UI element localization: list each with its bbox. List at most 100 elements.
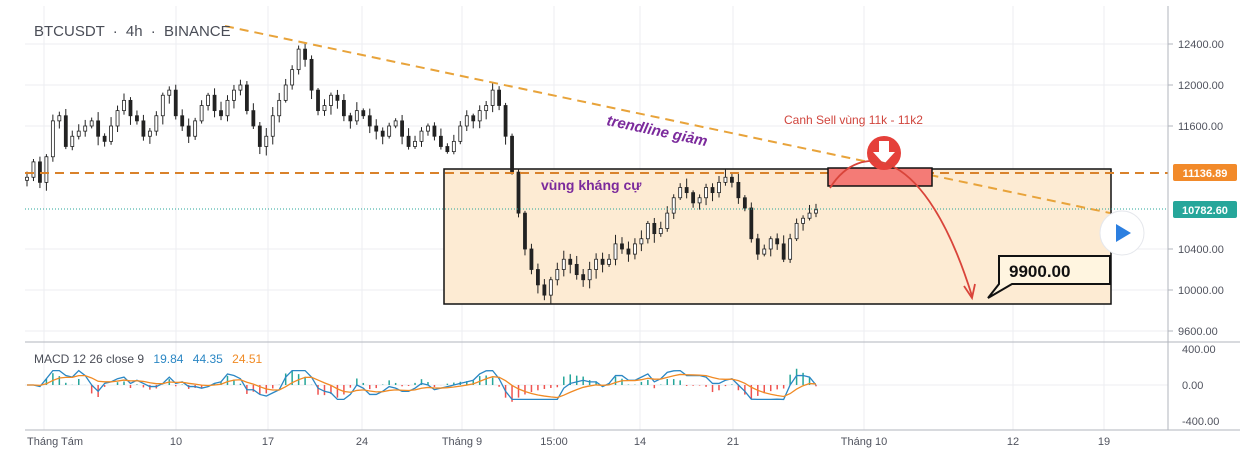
candle-body-5 [57,115,62,122]
candle-body-90 [607,258,611,265]
candle-body-117 [781,243,786,260]
x-tick-label-7: 21 [727,436,739,448]
candle-body-106 [710,187,715,194]
candle-body-9 [83,125,88,132]
candle-body-22 [167,89,172,96]
symbol-header: BTCUSDT · 4h · BINANCE [34,23,231,40]
macd-legend: MACD 12 26 close 9 19.84 44.35 24.51 [34,352,263,366]
candle-body-39 [277,99,282,117]
candle-body-23 [173,89,178,117]
candle-body-94 [633,243,637,255]
macd-tick-label-1: 0.00 [1182,380,1203,392]
candle-body-34 [244,84,249,112]
candle-body-83 [561,258,566,270]
candle-body-53 [367,115,372,127]
macd-line [27,369,817,401]
candle-body-43 [303,48,307,60]
candle-body-122 [814,209,818,214]
candle-body-31 [225,99,230,117]
candle-body-100 [671,197,676,214]
candle-body-114 [762,248,767,255]
candle-body-14 [115,110,120,127]
candle-body-113 [755,238,760,255]
svg-text:11136.89: 11136.89 [1183,168,1228,180]
symbol-name: BTCUSDT [34,23,105,40]
candle-body-40 [283,84,288,101]
x-tick-label-3: 24 [356,436,368,448]
y-tick-label-3: 10400.00 [1178,244,1224,256]
y-tick-label-0: 12400.00 [1178,39,1224,51]
x-tick-label-5: 15:00 [540,436,568,448]
candle-body-19 [147,130,152,137]
candle-body-104 [697,197,702,204]
candle-body-63 [432,125,437,137]
candle-body-84 [568,258,573,265]
candle-body-8 [76,130,81,137]
candle-body-75 [510,135,514,173]
candle-body-68 [464,115,469,127]
svg-text:10782.60: 10782.60 [1182,205,1228,217]
candle-body-11 [96,120,101,137]
resistance-price-tag: 11136.89 [1173,164,1237,181]
y-tick-label-5: 9600.00 [1178,326,1218,338]
candle-body-3 [44,156,49,183]
candle-body-54 [374,125,379,132]
x-tick-label-9: 12 [1007,436,1019,448]
candle-body-98 [658,228,663,235]
candle-body-32 [232,89,236,101]
candle-body-72 [490,89,495,106]
candle-body-42 [296,48,301,71]
candle-body-73 [497,89,502,106]
x-tick-label-1: 10 [170,436,182,448]
candle-body-29 [212,94,217,112]
candle-body-89 [600,258,605,265]
candle-body-101 [678,187,683,199]
candle-body-0 [25,176,29,181]
candle-body-77 [523,212,527,250]
candle-body-57 [393,120,398,127]
candle-body-118 [788,238,793,260]
candle-body-82 [555,269,560,281]
candle-body-64 [439,135,443,147]
candle-body-37 [264,135,269,147]
candle-body-121 [807,212,812,219]
candle-body-108 [723,176,728,183]
target-label: 9900.00 [1009,262,1070,281]
candle-body-12 [102,135,107,142]
candle-body-78 [529,248,534,270]
candle-body-15 [122,99,126,112]
candle-body-38 [270,115,275,137]
candle-body-55 [380,130,385,137]
x-tick-label-6: 14 [634,436,646,448]
x-tick-label-8: Tháng 10 [841,436,887,448]
candle-body-36 [257,125,262,147]
candle-body-85 [574,263,579,276]
grid-lines [25,6,1168,430]
candle-body-97 [652,222,657,235]
play-icon [1116,224,1131,242]
candle-body-35 [251,110,256,127]
candle-body-33 [238,84,243,91]
candle-body-16 [128,99,133,117]
interval: 4h [126,23,143,40]
candle-body-50 [348,115,353,122]
candle-body-109 [730,176,734,183]
y-tick-label-2: 11600.00 [1178,121,1223,133]
macd-axis[interactable]: 400.00 0.00 -400.00 [1182,344,1219,428]
svg-text:BTCUSDT · 4h: BTCUSDT · 4h · BINANCE [34,23,231,40]
candle-body-86 [581,274,586,281]
candle-body-110 [736,181,741,199]
price-axis[interactable]: 12400.00 12000.00 11600.00 10400.00 10000.00… [1168,39,1224,338]
trendline [224,25,1111,214]
exchange: BINANCE [164,23,231,40]
time-axis[interactable]: Tháng Tám 10 17 24 Tháng 9 15:00 14 21 Tháng 10 1… [27,436,1110,448]
candle-body-17 [135,115,139,122]
candle-body-66 [451,140,456,153]
candle-body-80 [542,284,547,296]
candle-body-65 [445,146,450,153]
candle-body-116 [775,238,780,245]
macd-tick-label-2: -400.00 [1182,416,1219,428]
play-button[interactable] [1099,210,1145,256]
candle-body-99 [665,212,670,229]
